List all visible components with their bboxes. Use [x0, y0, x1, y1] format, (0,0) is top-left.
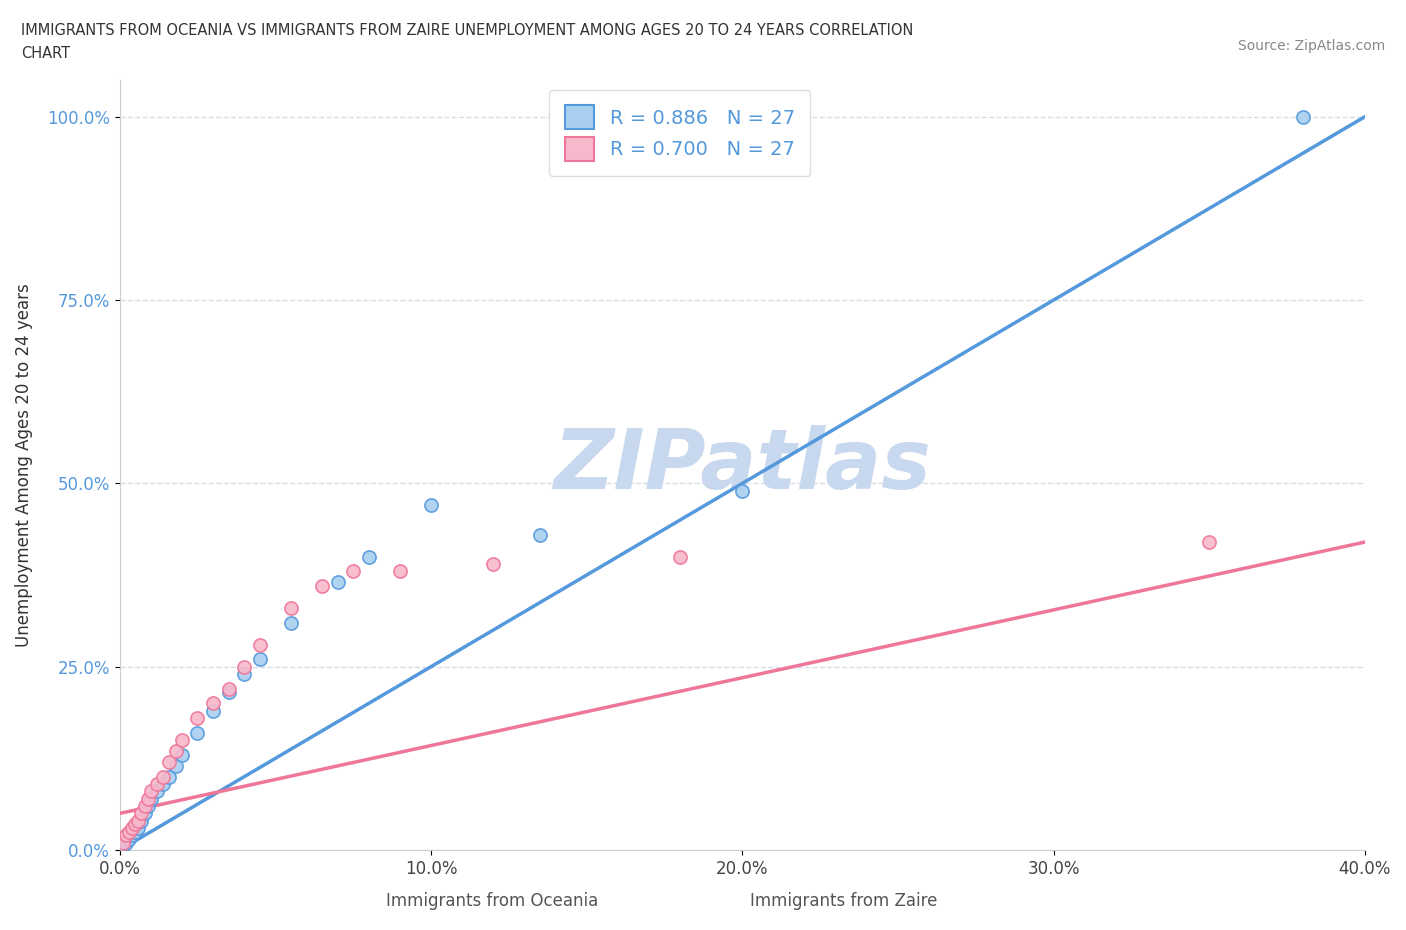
Point	[326, 575, 349, 590]
Point	[388, 564, 411, 578]
Point	[233, 667, 256, 682]
Point	[118, 831, 141, 846]
Point	[249, 652, 271, 667]
Text: Source: ZipAtlas.com: Source: ZipAtlas.com	[1237, 39, 1385, 53]
Point	[419, 498, 441, 512]
Text: Immigrants from Oceania: Immigrants from Oceania	[387, 892, 598, 910]
Point	[131, 814, 153, 829]
Point	[249, 637, 271, 652]
Point	[482, 557, 505, 572]
Point	[136, 791, 159, 806]
Point	[186, 725, 208, 740]
Point	[139, 784, 162, 799]
Point	[146, 784, 169, 799]
Point	[1291, 110, 1313, 125]
Point	[127, 814, 149, 829]
Point	[170, 733, 193, 748]
Text: Immigrants from Zaire: Immigrants from Zaire	[749, 892, 938, 910]
Y-axis label: Unemployment Among Ages 20 to 24 years: Unemployment Among Ages 20 to 24 years	[15, 284, 32, 647]
Point	[131, 806, 153, 821]
Point	[124, 817, 146, 831]
Point	[157, 754, 180, 769]
Legend: R = 0.886   N = 27, R = 0.700   N = 27: R = 0.886 N = 27, R = 0.700 N = 27	[550, 90, 810, 176]
Text: CHART: CHART	[21, 46, 70, 61]
Point	[218, 682, 240, 697]
Point	[165, 758, 187, 773]
Point	[152, 777, 174, 791]
Point	[342, 564, 364, 578]
Point	[529, 527, 551, 542]
Point	[201, 703, 224, 718]
Point	[731, 484, 754, 498]
Point	[152, 769, 174, 784]
Point	[218, 685, 240, 700]
Point	[111, 835, 134, 850]
Point	[115, 835, 138, 850]
Point	[311, 578, 333, 593]
Text: IMMIGRANTS FROM OCEANIA VS IMMIGRANTS FROM ZAIRE UNEMPLOYMENT AMONG AGES 20 TO 2: IMMIGRANTS FROM OCEANIA VS IMMIGRANTS FR…	[21, 23, 914, 38]
Point	[118, 824, 141, 839]
Point	[115, 828, 138, 843]
Point	[280, 616, 302, 631]
Point	[165, 744, 187, 759]
Point	[201, 696, 224, 711]
Point	[111, 839, 134, 854]
Point	[170, 748, 193, 763]
Point	[127, 820, 149, 835]
Point	[121, 820, 143, 835]
Point	[669, 550, 692, 565]
Point	[157, 769, 180, 784]
Point	[1198, 535, 1220, 550]
Point	[134, 806, 156, 821]
Point	[124, 824, 146, 839]
Point	[139, 791, 162, 806]
Point	[134, 799, 156, 814]
Point	[136, 799, 159, 814]
Point	[146, 777, 169, 791]
Point	[280, 601, 302, 616]
Text: ZIPatlas: ZIPatlas	[554, 425, 931, 506]
Point	[233, 659, 256, 674]
Point	[357, 550, 380, 565]
Point	[186, 711, 208, 725]
Point	[121, 828, 143, 843]
